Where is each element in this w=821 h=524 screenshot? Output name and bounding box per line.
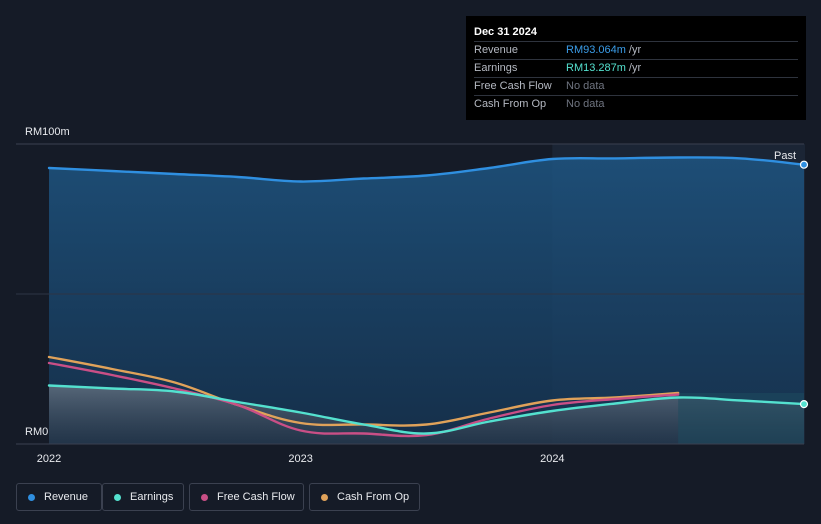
tooltip-date: Dec 31 2024: [474, 26, 537, 38]
legend-item-revenue[interactable]: Revenue: [16, 483, 102, 511]
legend-label: Cash From Op: [337, 491, 410, 503]
tooltip-row-value: No data: [566, 98, 605, 110]
legend-item-cash-from-op[interactable]: Cash From Op: [309, 483, 420, 511]
tooltip-row-value: No data: [566, 80, 605, 92]
x-tick-label: 2023: [288, 453, 312, 465]
legend-item-earnings[interactable]: Earnings: [102, 483, 184, 511]
tooltip-row-label: Free Cash Flow: [474, 80, 552, 92]
tooltip-row: Free Cash Flow No data: [474, 77, 798, 95]
legend-dot-icon: [321, 493, 328, 501]
tooltip-row-unit: /yr: [628, 62, 642, 74]
earnings-line: [47, 384, 806, 435]
revenue-end-marker: [799, 160, 809, 169]
tooltip-row-unit: /yr: [628, 44, 642, 56]
legend-label: Earnings: [130, 491, 174, 503]
legend-dot-icon: [28, 493, 35, 501]
tooltip-row: Cash From Op No data: [474, 95, 798, 113]
tooltip-row-label: Revenue: [474, 44, 519, 56]
past-label: Past: [774, 150, 797, 162]
revenue-area: [49, 157, 804, 444]
data-tooltip: Dec 31 2024 Revenue RM93.064m/yr Earnings R…: [466, 16, 806, 120]
earnings-area: [49, 385, 804, 444]
legend-label: Free Cash Flow: [217, 491, 295, 503]
y-axis-top-label: RM100m: [25, 126, 70, 138]
x-tick-label: 2024: [540, 453, 564, 465]
legend-label: Revenue: [44, 491, 89, 503]
tooltip-row-value: RM13.287m: [566, 62, 626, 74]
legend-item-free-cash-flow[interactable]: Free Cash Flow: [189, 483, 304, 511]
y-axis-bottom-label: RM0: [25, 426, 49, 438]
revenue-line: [47, 156, 806, 183]
tooltip-row: Earnings RM13.287m/yr: [474, 59, 798, 77]
free-cash-flow-line: [47, 361, 680, 438]
legend-dot-icon: [114, 493, 121, 501]
tooltip-row-label: Cash From Op: [474, 98, 547, 110]
earnings-end-marker: [799, 400, 809, 409]
tooltip-row: Revenue RM93.064m/yr: [474, 41, 798, 59]
x-tick-label: 2022: [37, 453, 61, 465]
tooltip-row-value: RM93.064m: [566, 44, 626, 56]
legend-dot-icon: [201, 493, 208, 501]
tooltip-row-label: Earnings: [474, 62, 518, 74]
